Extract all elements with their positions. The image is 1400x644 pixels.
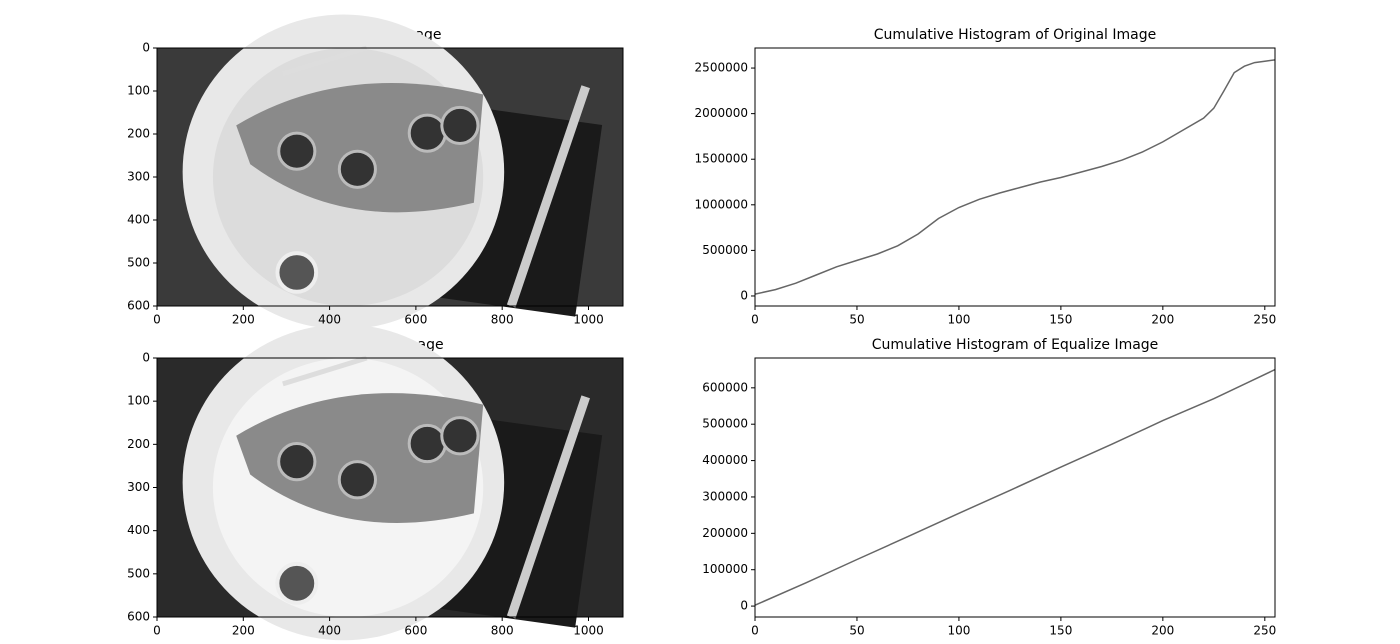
y-tick-label: 400: [127, 213, 150, 227]
x-tick-label: 150: [1049, 624, 1072, 638]
x-tick-label: 0: [153, 313, 161, 327]
x-tick-label: 0: [751, 313, 759, 327]
y-tick-label: 400000: [702, 453, 748, 467]
line: [754, 59, 1276, 295]
x-tick-label: 600: [404, 313, 427, 327]
y-tick-label: 1500000: [695, 152, 748, 166]
knife: [506, 85, 590, 308]
y-tick-label: 500: [127, 256, 150, 270]
x-tick-label: 600: [404, 624, 427, 638]
x-tick-label: 0: [751, 624, 759, 638]
subplot-title: Cumulative Histogram of Equalize Image: [872, 337, 1159, 353]
x-tick-label: 200: [1151, 313, 1174, 327]
onion: [275, 561, 319, 605]
tomato: [440, 105, 480, 145]
y-tick-label: 100: [127, 394, 150, 408]
y-tick-label: 100000: [702, 562, 748, 576]
fork: [282, 45, 368, 77]
tomato: [337, 149, 377, 189]
onion: [275, 251, 319, 294]
y-tick-label: 2500000: [695, 61, 748, 75]
x-tick-label: 800: [491, 313, 514, 327]
x-tick-label: 250: [1253, 313, 1276, 327]
knife: [506, 395, 590, 619]
x-tick-label: 50: [849, 313, 864, 327]
tomato: [440, 416, 480, 456]
y-tick-label: 200: [127, 437, 150, 451]
tomato: [407, 423, 447, 464]
y-tick-label: 600: [127, 299, 150, 313]
y-tick-label: 0: [142, 41, 150, 55]
tomato: [277, 131, 317, 171]
x-tick-label: 100: [947, 624, 970, 638]
y-tick-label: 0: [740, 288, 748, 302]
line: [754, 368, 1276, 606]
y-tick-label: 500000: [702, 243, 748, 257]
y-tick-label: 500: [127, 566, 150, 580]
x-tick-label: 1000: [573, 624, 604, 638]
y-tick-label: 1000000: [695, 197, 748, 211]
x-tick-label: 200: [1151, 624, 1174, 638]
x-tick-label: 800: [491, 624, 514, 638]
x-tick-label: 200: [232, 313, 255, 327]
axes-frame: [754, 47, 1276, 307]
y-tick-label: 300000: [702, 489, 748, 503]
x-tick-label: 200: [232, 624, 255, 638]
x-tick-label: 150: [1049, 313, 1072, 327]
y-tick-label: 2000000: [695, 106, 748, 120]
x-tick-label: 400: [318, 624, 341, 638]
image: [157, 324, 623, 641]
fork: [282, 355, 368, 387]
subplot-title: Cumulative Histogram of Original Image: [874, 27, 1156, 43]
y-tick-label: 300: [127, 170, 150, 184]
tomato: [337, 460, 378, 500]
y-tick-label: 400: [127, 523, 150, 537]
x-tick-label: 250: [1253, 624, 1276, 638]
tomato: [407, 113, 447, 153]
y-tick-label: 300: [127, 480, 150, 494]
y-tick-label: 0: [142, 351, 150, 365]
x-tick-label: 400: [318, 313, 341, 327]
x-tick-label: 50: [849, 624, 864, 638]
tomato: [277, 441, 317, 482]
y-tick-label: 0: [740, 599, 748, 613]
y-tick-label: 500000: [702, 417, 748, 431]
y-tick-label: 600: [127, 610, 150, 624]
x-tick-label: 0: [153, 624, 161, 638]
y-tick-label: 200000: [702, 526, 748, 540]
x-tick-label: 1000: [573, 313, 604, 327]
x-tick-label: 100: [947, 313, 970, 327]
image: [157, 14, 623, 330]
y-tick-label: 600000: [702, 380, 748, 394]
y-tick-label: 100: [127, 84, 150, 98]
axes-frame: [754, 357, 1276, 618]
y-tick-label: 200: [127, 127, 150, 141]
